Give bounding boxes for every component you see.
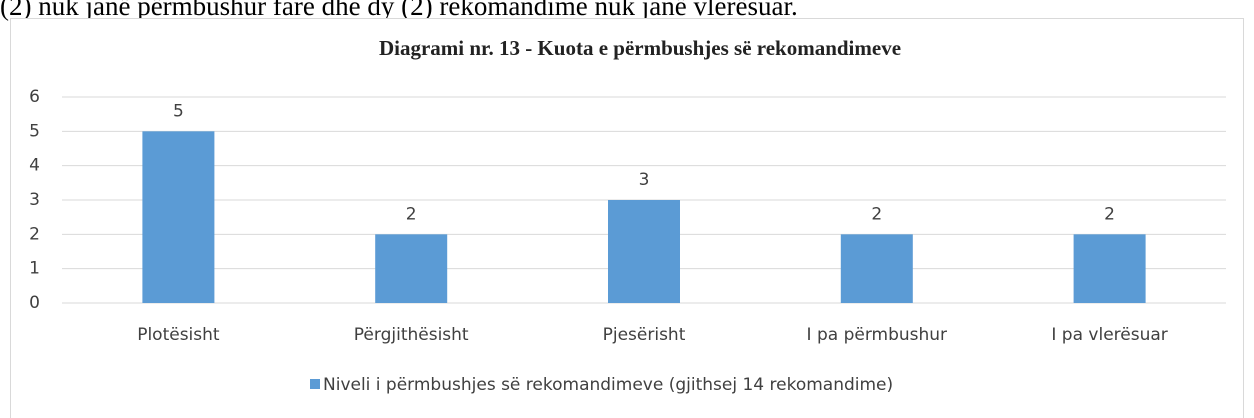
y-tick-label: 6 <box>29 87 40 107</box>
y-tick-label: 2 <box>29 224 40 244</box>
x-tick-label: I pa përmbushur <box>807 325 948 345</box>
legend-label: Niveli i përmbushjes së rekomandimeve (g… <box>323 375 893 395</box>
x-tick-label: Plotësisht <box>137 325 220 345</box>
y-tick-label: 1 <box>29 259 40 279</box>
data-label: 2 <box>406 204 417 224</box>
data-label: 2 <box>1104 204 1115 224</box>
bar <box>840 234 913 303</box>
legend-swatch <box>310 379 320 389</box>
y-tick-label: 4 <box>29 156 40 176</box>
bar <box>608 200 680 303</box>
chart-title: Diagrami nr. 13 - Kuota e përmbushjes së… <box>379 36 901 60</box>
y-tick-label: 5 <box>29 121 40 141</box>
bar <box>142 131 215 303</box>
bar <box>375 234 448 303</box>
document-text: (2) nuk janë përmbushur fare dhe dy (2) … <box>0 0 798 21</box>
y-tick-label: 0 <box>29 293 40 313</box>
x-tick-label: Pjesërisht <box>603 325 686 345</box>
bar <box>1073 234 1146 303</box>
x-tick-label: Përgjithësisht <box>354 325 469 345</box>
data-label: 3 <box>639 170 650 190</box>
data-label: 5 <box>173 101 184 121</box>
y-tick-label: 3 <box>29 190 40 210</box>
data-label: 2 <box>871 204 882 224</box>
x-tick-label: I pa vlerësuar <box>1051 325 1167 345</box>
